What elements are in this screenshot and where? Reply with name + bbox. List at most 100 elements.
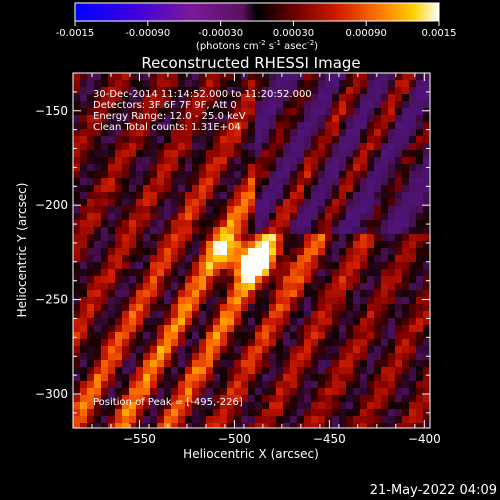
heatmap-cell <box>339 150 347 158</box>
heatmap-cell <box>213 129 221 137</box>
heatmap-cell <box>234 381 242 389</box>
heatmap-cell <box>164 157 172 165</box>
heatmap-cell <box>332 192 340 200</box>
heatmap-cell <box>136 416 144 424</box>
heatmap-cell <box>297 213 305 221</box>
heatmap-cell <box>220 234 228 242</box>
heatmap-cell <box>346 311 354 319</box>
heatmap-cell <box>241 346 249 354</box>
heatmap-cell <box>73 416 81 424</box>
heatmap-cell <box>297 402 305 410</box>
heatmap-cell <box>346 332 354 340</box>
heatmap-cell <box>129 136 137 144</box>
heatmap-cell <box>150 80 158 88</box>
heatmap-cell <box>80 199 88 207</box>
heatmap-cell <box>283 227 291 235</box>
heatmap-cell <box>381 388 389 396</box>
heatmap-cell <box>150 241 158 249</box>
heatmap-cell <box>339 234 347 242</box>
heatmap-cell <box>269 269 277 277</box>
heatmap-cell <box>353 164 361 172</box>
heatmap-cell <box>311 297 319 305</box>
heatmap-cell <box>192 255 200 263</box>
heatmap-cell <box>255 143 263 151</box>
heatmap-cell <box>115 199 123 207</box>
heatmap-cell <box>185 283 193 291</box>
heatmap-cell <box>157 290 165 298</box>
heatmap-cell <box>402 276 410 284</box>
heatmap-cell <box>199 101 207 109</box>
heatmap-cell <box>388 73 396 81</box>
heatmap-cell <box>87 255 95 263</box>
heatmap-cell <box>199 122 207 130</box>
heatmap-cell <box>171 157 179 165</box>
heatmap-cell <box>227 304 235 312</box>
heatmap-cell <box>206 164 214 172</box>
heatmap-cell <box>318 346 326 354</box>
heatmap-cell <box>304 353 312 361</box>
heatmap-cell <box>143 164 151 172</box>
heatmap-cell <box>423 115 430 123</box>
heatmap-cell <box>108 395 116 403</box>
heatmap-cell <box>409 234 417 242</box>
heatmap-cell <box>367 346 375 354</box>
heatmap-cell <box>80 234 88 242</box>
heatmap-cell <box>213 283 221 291</box>
heatmap-cell <box>367 150 375 158</box>
heatmap-cell <box>423 101 430 109</box>
heatmap-cell <box>108 234 116 242</box>
heatmap-cell <box>409 192 417 200</box>
heatmap-cell <box>94 269 102 277</box>
heatmap-cell <box>353 206 361 214</box>
heatmap-cell <box>234 262 242 270</box>
heatmap-cell <box>262 283 270 291</box>
heatmap-cell <box>178 178 186 186</box>
heatmap-cell <box>353 87 361 95</box>
heatmap-cell <box>346 206 354 214</box>
heatmap-cell <box>206 332 214 340</box>
heatmap-cell <box>262 101 270 109</box>
heatmap-cell <box>374 192 382 200</box>
heatmap-cell <box>374 283 382 291</box>
heatmap-cell <box>395 332 403 340</box>
heatmap-cell <box>262 80 270 88</box>
heatmap-cell <box>311 325 319 333</box>
heatmap-cell <box>115 171 123 179</box>
heatmap-cell <box>157 185 165 193</box>
heatmap-cell <box>234 171 242 179</box>
heatmap-cell <box>290 220 298 228</box>
heatmap-cell <box>241 262 249 270</box>
heatmap-cell <box>164 129 172 137</box>
heatmap-cell <box>157 234 165 242</box>
heatmap-cell <box>143 122 151 130</box>
heatmap-cell <box>269 185 277 193</box>
heatmap-cell <box>388 360 396 368</box>
heatmap-cell <box>409 269 417 277</box>
heatmap-cell <box>311 402 319 410</box>
heatmap-cell <box>136 388 144 396</box>
heatmap-cell <box>297 199 305 207</box>
heatmap-cell <box>87 367 95 375</box>
heatmap-cell <box>220 94 228 102</box>
heatmap-cell <box>402 136 410 144</box>
heatmap-cell <box>87 416 95 424</box>
heatmap-cell <box>276 115 284 123</box>
heatmap-cell <box>283 150 291 158</box>
heatmap-cell <box>388 199 396 207</box>
heatmap-cell <box>262 332 270 340</box>
heatmap-cell <box>178 276 186 284</box>
heatmap-cell <box>115 318 123 326</box>
heatmap-cell <box>388 311 396 319</box>
heatmap-cell <box>143 227 151 235</box>
colorbar-tick-label: -0.00090 <box>125 28 170 39</box>
heatmap-cell <box>115 339 123 347</box>
heatmap-cell <box>206 94 214 102</box>
heatmap-cell <box>339 136 347 144</box>
heatmap-cell <box>381 276 389 284</box>
heatmap-cell <box>304 395 312 403</box>
heatmap-cell <box>227 164 235 172</box>
heatmap-cell <box>325 220 333 228</box>
heatmap-cell <box>269 241 277 249</box>
heatmap-cell <box>360 150 368 158</box>
heatmap-cell <box>367 262 375 270</box>
